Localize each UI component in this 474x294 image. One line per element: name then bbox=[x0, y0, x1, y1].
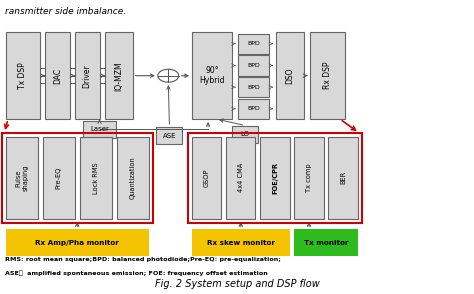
FancyBboxPatch shape bbox=[238, 77, 269, 97]
FancyBboxPatch shape bbox=[6, 137, 38, 219]
Text: DAC: DAC bbox=[53, 68, 62, 84]
FancyBboxPatch shape bbox=[117, 137, 149, 219]
FancyBboxPatch shape bbox=[105, 32, 133, 119]
Text: IQ-MZM: IQ-MZM bbox=[115, 61, 123, 91]
FancyBboxPatch shape bbox=[328, 137, 358, 219]
FancyBboxPatch shape bbox=[192, 32, 232, 119]
Text: BPD: BPD bbox=[247, 41, 260, 46]
Text: Fig. 2 System setup and DSP flow: Fig. 2 System setup and DSP flow bbox=[155, 279, 319, 289]
Text: RMS: root mean square;BPD: balanced photodiode;Pre-EQ: pre-equalization;: RMS: root mean square;BPD: balanced phot… bbox=[5, 257, 281, 262]
FancyBboxPatch shape bbox=[310, 32, 345, 119]
Text: BPD: BPD bbox=[247, 85, 260, 90]
Text: Quantization: Quantization bbox=[130, 156, 136, 199]
Text: ASE: ASE bbox=[163, 133, 176, 138]
FancyBboxPatch shape bbox=[156, 127, 182, 144]
FancyBboxPatch shape bbox=[294, 229, 358, 256]
Text: Tx monitor: Tx monitor bbox=[304, 240, 348, 245]
FancyBboxPatch shape bbox=[238, 34, 269, 54]
FancyBboxPatch shape bbox=[232, 126, 258, 143]
Text: Laser: Laser bbox=[90, 126, 109, 132]
Text: 90°
Hybrid: 90° Hybrid bbox=[200, 66, 225, 85]
Text: DSO: DSO bbox=[286, 67, 294, 84]
Text: Pulse
shaping: Pulse shaping bbox=[15, 165, 28, 191]
Text: Tx DSP: Tx DSP bbox=[18, 62, 27, 89]
FancyBboxPatch shape bbox=[238, 56, 269, 76]
FancyBboxPatch shape bbox=[83, 121, 116, 138]
FancyBboxPatch shape bbox=[192, 137, 221, 219]
Text: 4x4 CMA: 4x4 CMA bbox=[238, 163, 244, 193]
Text: Driver: Driver bbox=[83, 64, 91, 88]
Text: Rx skew monitor: Rx skew monitor bbox=[207, 240, 275, 245]
FancyBboxPatch shape bbox=[6, 229, 149, 256]
FancyBboxPatch shape bbox=[45, 32, 70, 119]
FancyBboxPatch shape bbox=[80, 137, 112, 219]
Text: Rx Amp/Pha monitor: Rx Amp/Pha monitor bbox=[36, 240, 119, 245]
Text: GSOP: GSOP bbox=[204, 169, 210, 187]
FancyBboxPatch shape bbox=[294, 137, 324, 219]
Text: ransmitter side imbalance.: ransmitter side imbalance. bbox=[5, 7, 126, 16]
FancyBboxPatch shape bbox=[6, 32, 40, 119]
Text: BPD: BPD bbox=[247, 63, 260, 68]
FancyBboxPatch shape bbox=[260, 137, 290, 219]
Text: Lock RMS: Lock RMS bbox=[93, 162, 99, 194]
Text: Tx comp: Tx comp bbox=[306, 163, 312, 192]
FancyBboxPatch shape bbox=[276, 32, 304, 119]
FancyBboxPatch shape bbox=[192, 229, 290, 256]
Text: FOE/CPR: FOE/CPR bbox=[272, 162, 278, 194]
Text: BER: BER bbox=[340, 171, 346, 185]
FancyBboxPatch shape bbox=[226, 137, 255, 219]
Text: ASE：  amplified spontaneous emission; FOE: frequency offset estimation: ASE： amplified spontaneous emission; FOE… bbox=[5, 270, 267, 276]
Text: Rx DSP: Rx DSP bbox=[323, 62, 332, 89]
Text: Pre-EQ: Pre-EQ bbox=[56, 167, 62, 189]
FancyBboxPatch shape bbox=[43, 137, 75, 219]
Text: BPD: BPD bbox=[247, 106, 260, 111]
FancyBboxPatch shape bbox=[238, 99, 269, 119]
Text: LO: LO bbox=[241, 131, 250, 137]
FancyBboxPatch shape bbox=[75, 32, 100, 119]
